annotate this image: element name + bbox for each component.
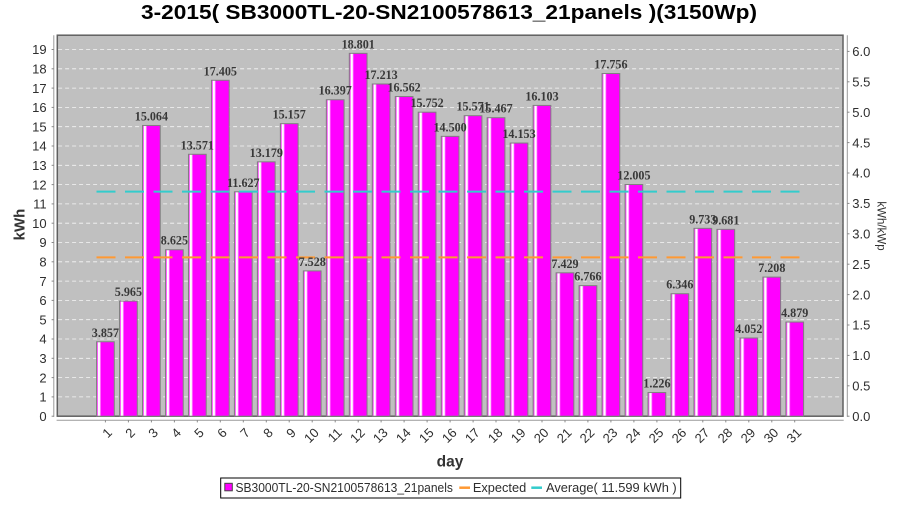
svg-text:10: 10 (32, 216, 46, 231)
svg-text:8.625: 8.625 (161, 234, 188, 248)
svg-text:18.801: 18.801 (342, 37, 375, 51)
svg-text:19: 19 (32, 42, 46, 57)
svg-text:15.064: 15.064 (135, 110, 168, 124)
svg-text:16: 16 (32, 100, 46, 115)
svg-text:0: 0 (39, 409, 46, 424)
svg-text:7.429: 7.429 (551, 257, 578, 271)
svg-text:15.752: 15.752 (410, 96, 443, 110)
svg-text:6: 6 (39, 293, 46, 308)
svg-text:17.756: 17.756 (594, 58, 627, 72)
svg-text:4.052: 4.052 (735, 322, 762, 336)
svg-text:3: 3 (39, 351, 46, 366)
svg-text:3.857: 3.857 (92, 326, 119, 340)
svg-text:2.5: 2.5 (852, 257, 870, 272)
svg-text:3-2015( SB3000TL-20-SN21005786: 3-2015( SB3000TL-20-SN2100578613_21panel… (141, 1, 757, 24)
svg-text:Average( 11.599 kWh ): Average( 11.599 kWh ) (546, 481, 677, 495)
svg-text:Expected: Expected (473, 481, 526, 495)
svg-text:11.627: 11.627 (227, 176, 260, 190)
svg-text:9.681: 9.681 (712, 213, 739, 227)
svg-text:15.157: 15.157 (273, 108, 306, 122)
svg-text:6.0: 6.0 (852, 44, 870, 59)
svg-text:6.346: 6.346 (666, 278, 693, 292)
svg-text:7.528: 7.528 (299, 255, 326, 269)
svg-text:17: 17 (32, 81, 46, 96)
svg-text:2.0: 2.0 (852, 287, 870, 302)
svg-text:4.0: 4.0 (852, 166, 870, 181)
svg-text:13.179: 13.179 (250, 146, 283, 160)
svg-text:13.571: 13.571 (181, 138, 214, 152)
svg-text:14.500: 14.500 (433, 120, 466, 134)
svg-text:17.405: 17.405 (204, 64, 237, 78)
svg-text:16.562: 16.562 (387, 81, 420, 95)
svg-text:4: 4 (39, 332, 46, 347)
svg-text:day: day (437, 454, 464, 471)
svg-text:16.103: 16.103 (525, 89, 558, 103)
svg-text:1.5: 1.5 (852, 318, 870, 333)
svg-text:12.005: 12.005 (617, 169, 650, 183)
svg-text:12: 12 (32, 177, 46, 192)
svg-text:2: 2 (39, 370, 46, 385)
svg-text:6.766: 6.766 (574, 270, 601, 284)
svg-text:5.5: 5.5 (852, 75, 870, 90)
svg-text:0.5: 0.5 (852, 379, 870, 394)
svg-text:15.571: 15.571 (456, 100, 489, 114)
svg-text:1.0: 1.0 (852, 348, 870, 363)
svg-text:7.208: 7.208 (758, 261, 785, 275)
svg-text:8: 8 (39, 255, 46, 270)
svg-text:11: 11 (33, 197, 47, 212)
svg-text:4.879: 4.879 (781, 306, 808, 320)
svg-text:18: 18 (32, 62, 46, 77)
svg-text:SB3000TL-20-SN2100578613_21pan: SB3000TL-20-SN2100578613_21panels (236, 481, 453, 495)
svg-text:3.0: 3.0 (852, 227, 870, 242)
svg-text:kWh: kWh (12, 209, 29, 241)
svg-text:16.397: 16.397 (319, 84, 352, 98)
svg-text:1: 1 (39, 390, 46, 405)
svg-text:5.0: 5.0 (852, 105, 870, 120)
svg-text:9.733: 9.733 (689, 212, 716, 226)
svg-text:14: 14 (32, 139, 46, 154)
svg-text:0.0: 0.0 (852, 409, 870, 424)
svg-text:7: 7 (39, 274, 46, 289)
svg-text:15.467: 15.467 (479, 102, 512, 116)
svg-text:15: 15 (32, 119, 46, 134)
svg-text:9: 9 (39, 235, 46, 250)
svg-text:4.5: 4.5 (852, 135, 870, 150)
svg-text:3.5: 3.5 (852, 196, 870, 211)
svg-text:17.213: 17.213 (364, 68, 397, 82)
svg-text:14.153: 14.153 (502, 127, 535, 141)
svg-text:1.226: 1.226 (643, 377, 670, 391)
svg-text:13: 13 (32, 158, 46, 173)
svg-text:5: 5 (39, 312, 46, 327)
svg-text:kWh/kWp: kWh/kWp (875, 201, 887, 250)
svg-text:5.965: 5.965 (115, 285, 142, 299)
